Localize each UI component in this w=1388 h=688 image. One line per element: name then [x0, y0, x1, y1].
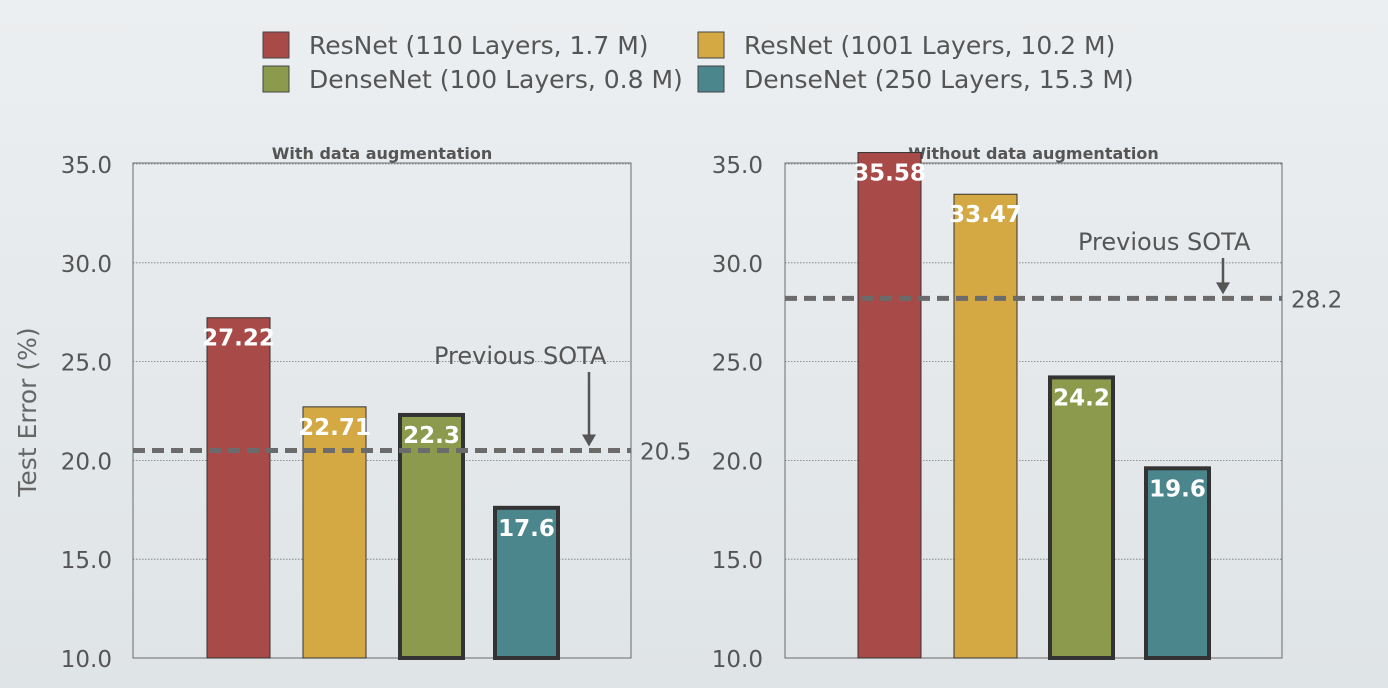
y-tick-label: 20.0: [712, 449, 763, 475]
legend-label: DenseNet (250 Layers, 15.3 M): [744, 65, 1134, 94]
bar-value-label: 27.22: [202, 326, 275, 352]
y-tick-label: 20.0: [61, 449, 112, 475]
y-tick-label: 15.0: [712, 548, 763, 574]
reference-annotation: Previous SOTA: [434, 342, 607, 370]
bar-value-label: 33.47: [949, 202, 1022, 228]
y-tick-label: 10.0: [712, 647, 763, 673]
reference-annotation: Previous SOTA: [1078, 228, 1251, 256]
bar: [1144, 466, 1211, 660]
legend-label: DenseNet (100 Layers, 0.8 M): [309, 65, 683, 94]
y-tick-label: 15.0: [61, 548, 112, 574]
bar-value-label: 22.71: [298, 415, 371, 441]
y-tick-label: 25.0: [712, 351, 763, 377]
reference-line-value: 20.5: [640, 440, 691, 466]
bar-value-label: 19.6: [1149, 476, 1206, 502]
annotation-arrow-head: [1216, 282, 1230, 295]
bar-value-label: 35.58: [853, 161, 926, 187]
bar-value-label: 22.3: [403, 423, 460, 449]
y-axis-label: Test Error (%): [13, 327, 42, 497]
y-tick-label: 35.0: [61, 153, 112, 179]
y-tick-label: 25.0: [61, 351, 112, 377]
y-tick-label: 30.0: [61, 252, 112, 278]
chart-title: Without data augmentation: [908, 144, 1159, 163]
y-tick-label: 30.0: [712, 252, 763, 278]
annotation-arrow-head: [582, 434, 596, 447]
y-tick-label: 35.0: [712, 153, 763, 179]
bar: [493, 505, 560, 660]
bar: [206, 317, 271, 659]
y-tick-label: 10.0: [61, 647, 112, 673]
reference-line-value: 28.2: [1291, 287, 1342, 313]
legend-label: ResNet (1001 Layers, 10.2 M): [744, 31, 1115, 60]
bar: [857, 152, 922, 659]
bar-value-label: 17.6: [498, 516, 555, 542]
chart-title: With data augmentation: [272, 144, 493, 163]
legend-label: ResNet (110 Layers, 1.7 M): [309, 31, 649, 60]
legend-swatch: [262, 65, 290, 93]
legend-swatch: [262, 31, 290, 59]
bar: [302, 406, 367, 659]
plot-area: [784, 162, 1283, 659]
bar-value-label: 24.2: [1053, 385, 1110, 411]
legend-swatch: [697, 31, 725, 59]
bar: [398, 412, 465, 660]
bar: [953, 193, 1018, 659]
bar: [1048, 375, 1115, 660]
legend-swatch: [697, 65, 725, 93]
plot-area: [132, 162, 632, 659]
